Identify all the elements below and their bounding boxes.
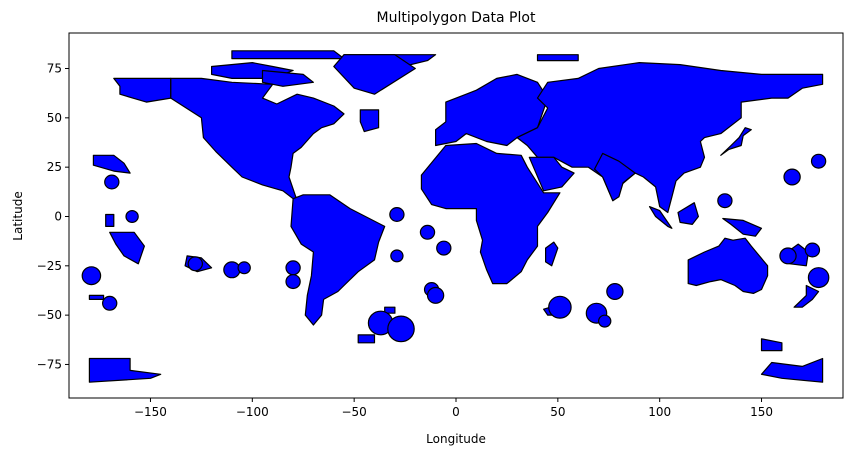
polygon-circle-15 <box>426 286 445 304</box>
polygon-circle-22 <box>717 193 733 209</box>
y-axis-label: Latitude <box>11 191 25 240</box>
polygon-pacific-shape-a <box>109 231 145 265</box>
polygon-circle-7 <box>187 256 203 272</box>
x-tick-label: −50 <box>341 405 366 419</box>
polygon-circle-21 <box>598 314 612 328</box>
polygon-indonesia-a <box>648 206 673 229</box>
polygon-circle-24 <box>810 153 827 169</box>
polygon-canary-shape <box>359 109 380 133</box>
polygon-canada-arctic-b <box>261 69 314 87</box>
x-tick-label: −150 <box>134 405 167 419</box>
x-tick-label: −100 <box>236 405 269 419</box>
polygon-tasman-shape <box>357 334 376 344</box>
polygon-india <box>593 152 636 202</box>
x-tick-label: 150 <box>750 405 773 419</box>
polygon-circle-8 <box>285 260 301 276</box>
polygon-circle-4 <box>101 295 118 311</box>
y-tick-label: 75 <box>47 62 62 76</box>
polygon-circle-17 <box>387 315 415 343</box>
polygon-circle-13 <box>436 240 452 256</box>
polygon-australia <box>687 237 769 294</box>
x-tick-label: 100 <box>648 405 671 419</box>
x-tick-label: 0 <box>452 405 460 419</box>
polygon-japan <box>720 127 752 156</box>
polygon-north-america <box>170 77 345 202</box>
polygon-arabia <box>528 156 575 192</box>
polygon-new-zealand <box>793 284 820 308</box>
polygon-circle-3 <box>81 266 102 286</box>
polygon-europe <box>435 73 549 147</box>
polygon-circle-6 <box>237 261 251 275</box>
x-tick-label: 50 <box>550 405 565 419</box>
chart-title: Multipolygon Data Plot <box>377 10 536 26</box>
polygon-south-atlantic-shape <box>384 306 396 314</box>
polygon-circle-20 <box>606 283 624 301</box>
polygon-hawaii-shape <box>92 154 131 174</box>
polygon-circle-23 <box>783 168 801 186</box>
polygon-circle-25 <box>807 267 830 289</box>
polygon-pacific-shape-c <box>105 213 115 227</box>
polygon-antarctica-west <box>88 357 162 383</box>
y-axis: −75 −50 −25 0 25 50 75 <box>37 62 69 371</box>
x-axis: −150 −100 −50 0 50 100 150 <box>134 398 773 419</box>
plot-area <box>81 50 830 383</box>
polygon-pacific-shape-d <box>88 294 105 300</box>
y-tick-label: 25 <box>47 160 62 174</box>
polygon-antarctic-shelf-east <box>760 338 783 352</box>
y-tick-label: −50 <box>37 308 62 322</box>
polygon-circle-18 <box>548 295 572 319</box>
y-tick-label: 50 <box>47 111 62 125</box>
y-tick-label: −75 <box>37 357 62 371</box>
y-tick-label: −25 <box>37 259 62 273</box>
x-axis-label: Longitude <box>426 432 486 446</box>
polygon-antarctica-east <box>760 357 824 383</box>
polygon-circle-10 <box>389 207 405 223</box>
polygon-circle-12 <box>419 224 436 240</box>
polygon-circle-27 <box>804 242 821 258</box>
polygon-asia <box>516 61 824 214</box>
polygon-circle-26 <box>779 247 797 265</box>
polygon-greenland <box>333 54 416 95</box>
polygon-africa <box>420 142 561 285</box>
polygon-circle-1 <box>104 174 120 190</box>
polygon-circle-11 <box>390 249 404 263</box>
polygon-circle-2 <box>125 210 139 224</box>
y-tick-label: 0 <box>54 209 62 223</box>
polygon-arctic-ice-north-c <box>536 54 579 62</box>
polygon-circle-9 <box>285 274 301 290</box>
polygon-circle-5 <box>223 261 241 279</box>
polygon-new-guinea <box>722 217 763 237</box>
polygon-madagascar <box>544 241 559 267</box>
polygon-arctic-ice-north-a <box>231 50 345 60</box>
polygon-south-america <box>290 194 386 326</box>
polygon-indonesia-b <box>677 202 700 225</box>
